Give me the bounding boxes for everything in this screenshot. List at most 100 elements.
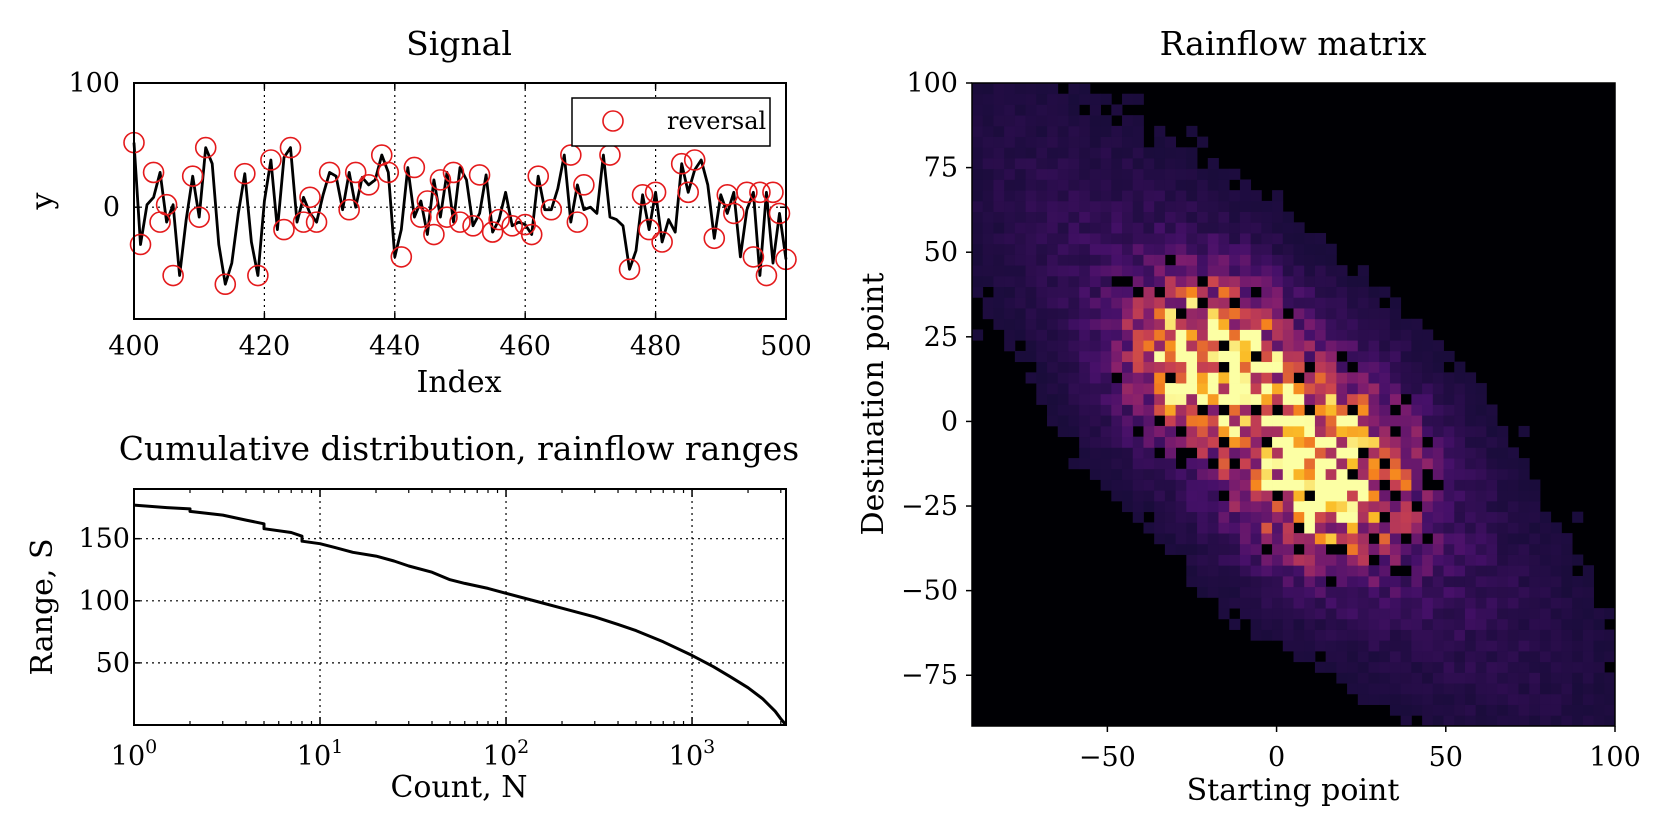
matrix-cell [1079, 458, 1091, 470]
matrix-cell [1443, 500, 1455, 513]
matrix-cell [1272, 629, 1284, 641]
matrix-cell [1079, 436, 1091, 448]
matrix-cell [1229, 415, 1241, 427]
matrix-cell [1250, 479, 1262, 491]
matrix-cell [1443, 436, 1455, 448]
reversal-marker [214, 273, 237, 296]
matrix-cell [1272, 340, 1284, 352]
matrix-cell [1207, 254, 1219, 266]
matrix-cell [1154, 436, 1166, 448]
matrix-cell [1100, 179, 1112, 191]
matrix-cell [1250, 586, 1262, 598]
matrix-cell [1143, 329, 1155, 341]
matrix-cell [1218, 211, 1230, 223]
matrix-cell [1400, 704, 1412, 716]
matrix-cell [1250, 597, 1262, 609]
matrix-cell [1314, 393, 1327, 405]
matrix-cell [1529, 629, 1541, 641]
matrix-cell [1261, 479, 1273, 491]
reversal-marker [260, 149, 282, 171]
matrix-cell [1475, 715, 1487, 727]
matrix-cell [1443, 597, 1455, 609]
matrix-cell [1132, 136, 1144, 148]
matrix-cell [1207, 490, 1219, 502]
matrix-cell [1218, 350, 1230, 363]
matrix-cell [1486, 522, 1498, 534]
matrix-cell [1197, 265, 1209, 277]
matrix-cell [1229, 586, 1241, 598]
matrix-cell [1325, 661, 1337, 673]
matrix-cell [1539, 629, 1552, 641]
matrix-cell [1239, 500, 1252, 513]
matrix-cell [1239, 286, 1252, 298]
matrix-cell [972, 168, 984, 180]
matrix-cell [1293, 533, 1305, 545]
matrix-cell [1357, 468, 1369, 480]
matrix-xticks: −50 0 50 100 [1079, 726, 1641, 773]
matrix-ytick-label: 50 [924, 237, 958, 268]
matrix-cell [1143, 340, 1155, 352]
matrix-cell [1175, 233, 1187, 245]
matrix-cell [1550, 704, 1562, 716]
matrix-cell [1486, 554, 1498, 566]
matrix-cell [1175, 297, 1187, 309]
matrix-ytick-label: 25 [924, 322, 958, 353]
matrix-cell [1036, 243, 1048, 255]
cdf-xtick-label: 101 [297, 736, 343, 772]
matrix-cell [1272, 554, 1284, 566]
matrix-cell [1186, 479, 1198, 491]
matrix-cell [1357, 308, 1369, 320]
matrix-cell [1122, 479, 1134, 491]
matrix-cell [1325, 340, 1337, 352]
matrix-cell [1422, 383, 1434, 395]
matrix-cell [1454, 661, 1466, 673]
matrix-cell [1475, 575, 1487, 588]
matrix-cell [1218, 190, 1230, 202]
matrix-cell [1261, 458, 1273, 470]
cdf-ytick-label: 150 [78, 524, 130, 555]
matrix-cell [1293, 383, 1305, 395]
matrix-cell [1411, 425, 1423, 438]
matrix-cell [1336, 586, 1348, 598]
matrix-cell [1164, 425, 1177, 438]
matrix-cell [1293, 286, 1305, 298]
matrix-cell [1132, 468, 1144, 480]
matrix-cell [1164, 490, 1177, 502]
matrix-cell [1239, 479, 1252, 491]
matrix-cell [1432, 458, 1444, 470]
matrix-cell [1229, 618, 1241, 630]
matrix-cell [1175, 190, 1187, 202]
matrix-cell [1507, 586, 1519, 598]
matrix-cell [1325, 361, 1337, 373]
matrix-cell [1057, 415, 1069, 427]
matrix-cell [1454, 404, 1466, 416]
matrix-cell [1325, 650, 1337, 663]
matrix-cell [1089, 404, 1101, 416]
matrix-cell [1186, 147, 1198, 159]
matrix-cell [1400, 597, 1412, 609]
matrix-cell [1057, 265, 1069, 277]
matrix-cell [1282, 500, 1294, 513]
matrix-cell [1100, 350, 1112, 363]
matrix-cell [1379, 565, 1391, 577]
matrix-cell [1550, 543, 1562, 555]
matrix-cell [1164, 383, 1177, 395]
matrix-cell [1389, 629, 1402, 641]
matrix-cells [972, 83, 1616, 727]
matrix-cell [1229, 190, 1241, 202]
matrix-cell [1036, 308, 1048, 320]
matrix-cell [1207, 533, 1219, 545]
matrix-cell [1207, 350, 1219, 363]
matrix-cell [1293, 361, 1305, 373]
matrix-cell [1507, 468, 1519, 480]
matrix-xtick-label: −50 [1079, 742, 1136, 773]
matrix-cell [1036, 211, 1048, 223]
cdf-title: Cumulative distribution, rainflow ranges [119, 429, 799, 468]
matrix-cell [1025, 190, 1037, 202]
matrix-cell [1239, 565, 1252, 577]
matrix-cell [1379, 350, 1391, 363]
matrix-cell [1422, 554, 1434, 566]
matrix-cell [1582, 672, 1594, 684]
matrix-cell [1389, 554, 1402, 566]
matrix-cell [1079, 265, 1091, 277]
